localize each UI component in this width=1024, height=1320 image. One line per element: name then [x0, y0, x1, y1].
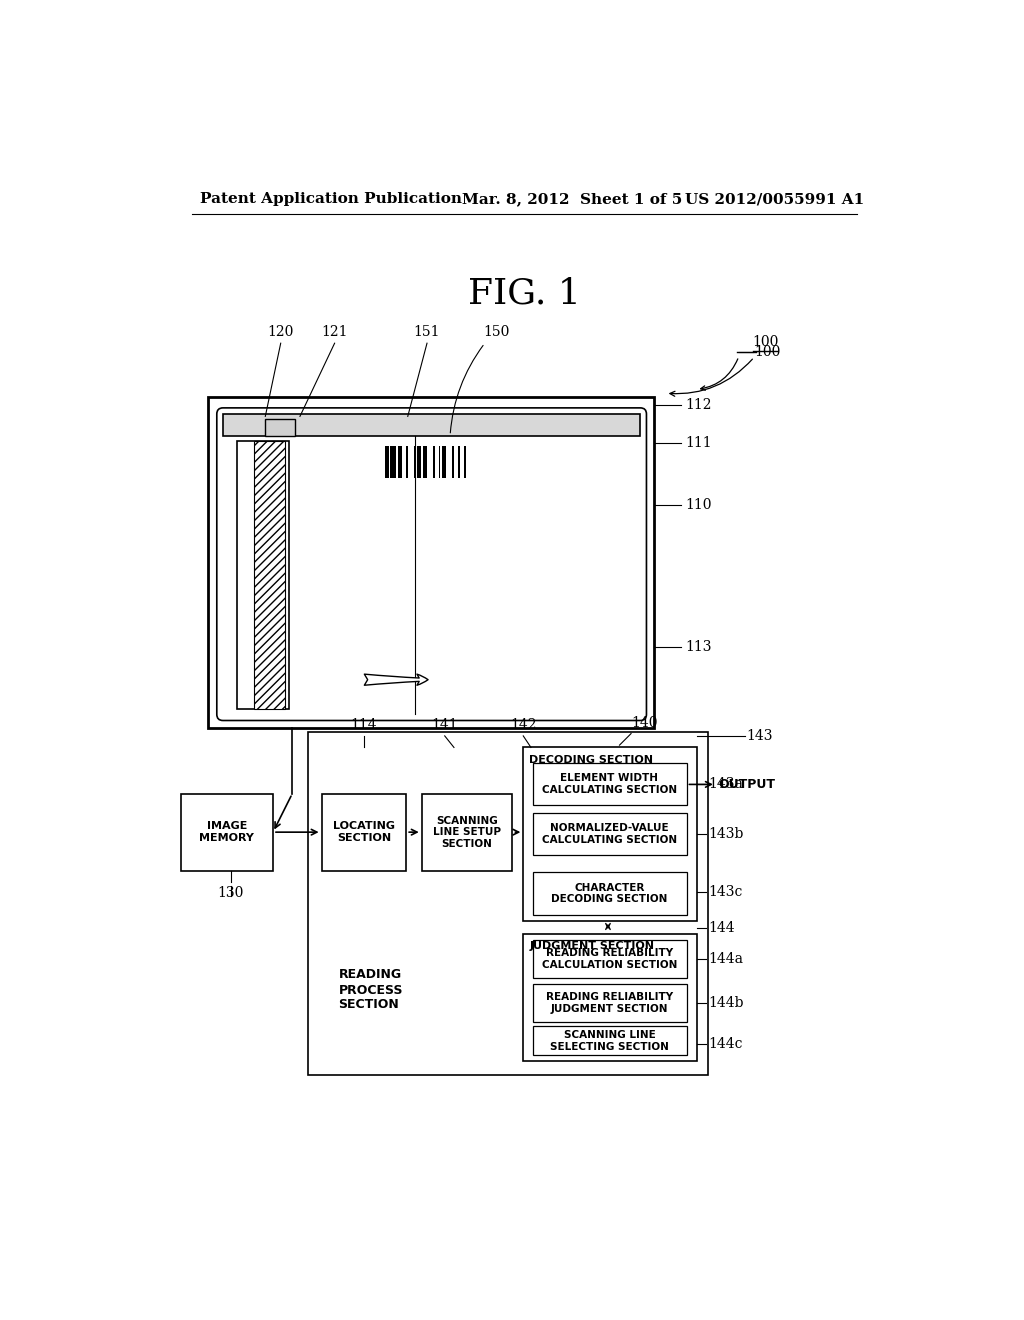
- Text: READING
PROCESS
SECTION: READING PROCESS SECTION: [339, 969, 403, 1011]
- Text: 121: 121: [322, 325, 348, 339]
- Text: 113: 113: [685, 640, 712, 655]
- Text: 142: 142: [510, 718, 537, 733]
- Bar: [254, 441, 285, 709]
- Bar: [464, 446, 466, 478]
- Bar: [433, 446, 435, 478]
- Bar: [458, 446, 460, 478]
- Bar: [322, 793, 407, 871]
- Bar: [532, 1026, 686, 1056]
- Text: US 2012/0055991 A1: US 2012/0055991 A1: [685, 193, 864, 206]
- Text: 144: 144: [708, 921, 734, 936]
- Text: 144c: 144c: [708, 1038, 742, 1051]
- Text: CHARACTER
DECODING SECTION: CHARACTER DECODING SECTION: [551, 883, 668, 904]
- Text: READING RELIABILITY
JUDGMENT SECTION: READING RELIABILITY JUDGMENT SECTION: [546, 993, 673, 1014]
- Text: 111: 111: [685, 437, 712, 450]
- Text: OUTPUT: OUTPUT: [718, 777, 775, 791]
- Text: 141: 141: [431, 718, 458, 733]
- Bar: [532, 763, 686, 805]
- Bar: [237, 441, 289, 709]
- Bar: [452, 446, 454, 478]
- Bar: [414, 446, 416, 478]
- Bar: [223, 414, 640, 436]
- Text: 144b: 144b: [708, 997, 743, 1010]
- Bar: [532, 983, 686, 1022]
- Text: 140: 140: [632, 715, 658, 730]
- Bar: [532, 813, 686, 855]
- Text: NORMALIZED-VALUE
CALCULATING SECTION: NORMALIZED-VALUE CALCULATING SECTION: [542, 824, 677, 845]
- Bar: [406, 446, 408, 478]
- Bar: [423, 446, 427, 478]
- Bar: [442, 446, 446, 478]
- Bar: [307, 733, 708, 1074]
- Text: JUDGMENT SECTION: JUDGMENT SECTION: [529, 941, 654, 952]
- Text: ELEMENT WIDTH
CALCULATING SECTION: ELEMENT WIDTH CALCULATING SECTION: [542, 774, 677, 795]
- Text: 130: 130: [217, 886, 244, 900]
- Text: 120: 120: [267, 325, 294, 339]
- Text: IMAGE
MEMORY: IMAGE MEMORY: [200, 821, 254, 843]
- Bar: [208, 397, 654, 729]
- Bar: [532, 873, 686, 915]
- Text: Mar. 8, 2012  Sheet 1 of 5: Mar. 8, 2012 Sheet 1 of 5: [462, 193, 682, 206]
- Text: 150: 150: [483, 325, 510, 339]
- Text: FIG. 1: FIG. 1: [468, 276, 582, 310]
- Bar: [523, 933, 696, 1061]
- Bar: [418, 446, 421, 478]
- Text: 151: 151: [414, 325, 440, 339]
- Text: Patent Application Publication: Patent Application Publication: [200, 193, 462, 206]
- Text: 143b: 143b: [708, 828, 743, 841]
- Text: READING RELIABILITY
CALCULATION SECTION: READING RELIABILITY CALCULATION SECTION: [542, 948, 677, 970]
- Text: 114: 114: [350, 718, 377, 733]
- Bar: [265, 418, 295, 436]
- Bar: [422, 793, 512, 871]
- Bar: [385, 446, 388, 478]
- Text: 112: 112: [685, 397, 712, 412]
- Text: 100: 100: [753, 335, 779, 350]
- Text: DECODING SECTION: DECODING SECTION: [529, 755, 653, 766]
- Text: 100: 100: [755, 346, 780, 359]
- Text: 143c: 143c: [708, 886, 742, 899]
- Bar: [438, 446, 440, 478]
- Bar: [523, 747, 696, 921]
- Text: 144a: 144a: [708, 952, 743, 966]
- Bar: [180, 793, 273, 871]
- Bar: [390, 446, 396, 478]
- Text: 143: 143: [746, 729, 773, 743]
- Text: SCANNING
LINE SETUP
SECTION: SCANNING LINE SETUP SECTION: [433, 816, 501, 849]
- Text: 110: 110: [685, 498, 712, 512]
- FancyBboxPatch shape: [217, 408, 646, 721]
- Text: SCANNING LINE
SELECTING SECTION: SCANNING LINE SELECTING SECTION: [550, 1030, 669, 1052]
- Text: 143a: 143a: [708, 777, 743, 792]
- Bar: [532, 940, 686, 978]
- Bar: [398, 446, 402, 478]
- Text: LOCATING
SECTION: LOCATING SECTION: [333, 821, 395, 843]
